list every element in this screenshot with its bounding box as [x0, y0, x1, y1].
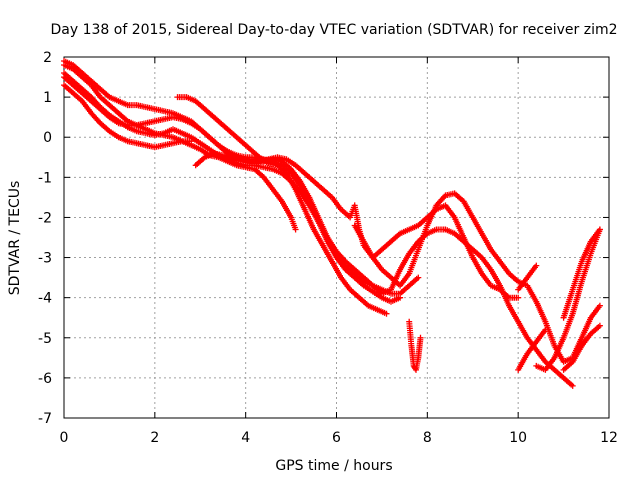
series-points	[560, 226, 603, 321]
series-points	[533, 226, 603, 373]
y-tick-label: -7	[38, 411, 52, 427]
x-tick-label: 8	[423, 430, 432, 446]
x-tick-label: 10	[509, 430, 527, 446]
series-points	[174, 94, 390, 317]
data-series	[61, 58, 603, 389]
series-track-7	[192, 150, 522, 301]
y-tick-label: 2	[43, 50, 52, 66]
series-points	[61, 82, 195, 151]
grid	[64, 57, 609, 418]
series-track-8	[351, 190, 603, 365]
series-track-4	[61, 82, 195, 151]
x-tick-label: 4	[241, 430, 250, 446]
y-tick-label: -5	[38, 331, 52, 347]
series-line	[63, 72, 574, 387]
y-tick-label: 0	[43, 130, 52, 146]
y-tick-label: -3	[38, 251, 52, 267]
y-tick-label: -6	[38, 371, 52, 387]
y-axis-label: SDTVAR / TECUs	[7, 181, 23, 296]
x-tick-label: 0	[60, 430, 69, 446]
series-track-10	[515, 326, 549, 373]
x-tick-label: 12	[600, 430, 618, 446]
chart-title: Day 138 of 2015, Sidereal Day-to-day VTE…	[51, 22, 618, 38]
x-axis-label: GPS time / hours	[275, 458, 392, 474]
series-points	[515, 262, 540, 293]
series-track-14	[560, 322, 603, 373]
x-tick-label: 6	[332, 430, 341, 446]
y-tick-label: -1	[38, 170, 52, 186]
series-track-12	[560, 226, 603, 321]
series-track-11	[533, 226, 603, 373]
x-tick-label: 2	[150, 430, 159, 446]
series-track-6	[174, 94, 390, 317]
y-tick-label: 1	[43, 90, 52, 106]
series-track-9	[406, 318, 424, 373]
series-points	[560, 322, 603, 373]
series-points	[61, 70, 576, 389]
series-points	[192, 150, 522, 301]
series-points	[351, 190, 603, 365]
y-tick-label: -4	[38, 291, 52, 307]
y-tick-label: -2	[38, 210, 52, 226]
series-points	[515, 326, 549, 373]
series-points	[406, 318, 424, 373]
series-track-13	[515, 262, 540, 293]
series-track-5	[61, 70, 576, 389]
